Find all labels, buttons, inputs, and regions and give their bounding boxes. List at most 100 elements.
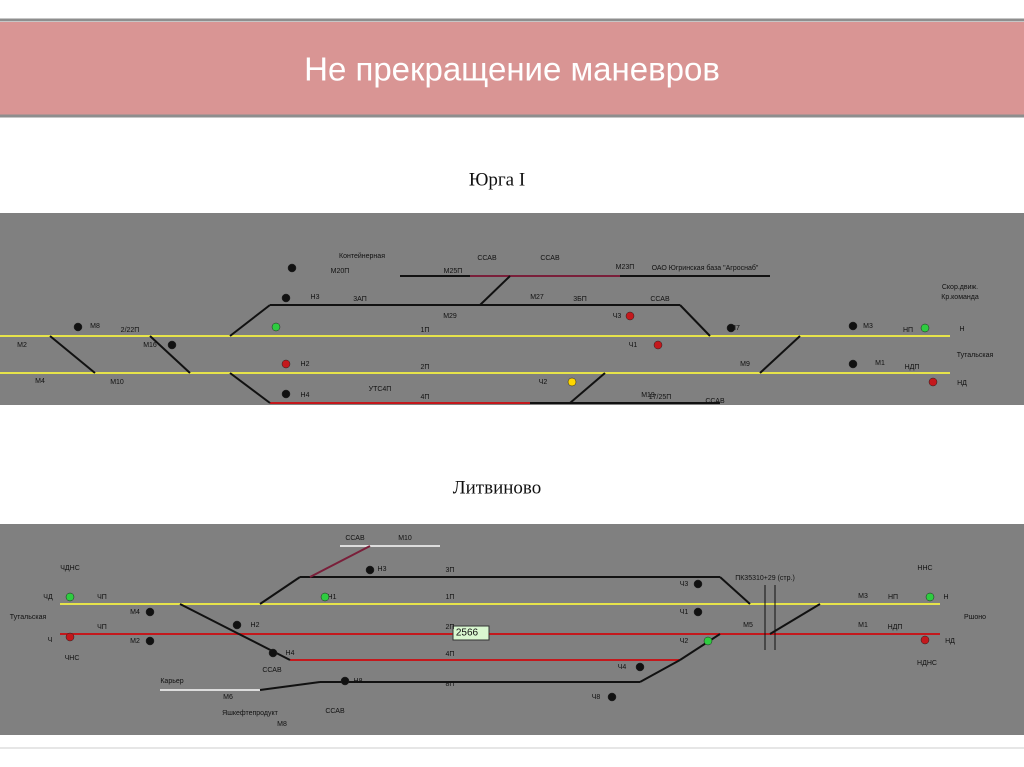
track-label: НДП [888, 624, 903, 631]
track-label: М2 [17, 342, 27, 349]
signal-lamp [320, 592, 330, 602]
train-number: 2566 [456, 628, 479, 639]
signal-lamp [167, 340, 177, 350]
track-label: 4П [446, 651, 455, 658]
track-label: М29 [443, 313, 457, 320]
track-label: М8 [90, 323, 100, 330]
track-label: Ч1 [629, 342, 638, 349]
signal-lamp [65, 592, 75, 602]
signal-lamp [848, 359, 858, 369]
track-label: ОАО Югринская база "Агроснаб" [652, 264, 759, 272]
signal-lamp [625, 311, 635, 321]
signal-lamp [635, 662, 645, 672]
track-label: ССАВ [345, 535, 365, 542]
track-label: Карьер [160, 678, 183, 685]
signal-lamp [281, 389, 291, 399]
track-label: 2П [446, 624, 455, 631]
track-label: М10 [398, 535, 412, 542]
track-label: ССАВ [325, 708, 345, 715]
track-label: Ч4 [618, 664, 627, 671]
track-label: Контейнерная [339, 252, 385, 260]
track-label: 3П [446, 567, 455, 574]
track-label: ННС [917, 565, 932, 572]
track-label: 3АП [353, 296, 367, 303]
track-label: 3БП [573, 296, 587, 303]
track-label: Кр.команда [941, 294, 979, 301]
track-label: 2/22П [121, 327, 140, 334]
signal-lamp [281, 359, 291, 369]
track-label: Тутальская [10, 614, 47, 621]
track-label: Н1 [328, 594, 337, 601]
track-label: М2 [130, 638, 140, 645]
track-label: Ч1 [680, 609, 689, 616]
signal-lamp [287, 263, 297, 273]
track-label: 1П [421, 327, 430, 334]
track-label: ПК35310+29 (стр.) [735, 575, 795, 582]
signal-lamp [567, 377, 577, 387]
track-label: М16 [143, 342, 157, 349]
track-label: 17/25П [649, 394, 672, 401]
signal-lamp [340, 676, 350, 686]
track-label: НДНС [917, 660, 937, 667]
station-name: Литвиново [453, 477, 542, 498]
track-label: Ч8 [592, 694, 601, 701]
track-label: НД [957, 380, 967, 387]
signal-lamp [920, 323, 930, 333]
train-box [452, 625, 490, 641]
track-label: М10 [110, 379, 124, 386]
track-label: М3 [858, 593, 868, 600]
track-label: 4П [421, 394, 430, 401]
track-diagram: 2566 [0, 524, 1024, 735]
track-label: М25П [444, 268, 463, 275]
track-label: Н8 [354, 678, 363, 685]
track-label: Н4 [301, 392, 310, 399]
track-label: ЧП [97, 594, 107, 601]
signal-lamp [848, 321, 858, 331]
signal-lamp [145, 607, 155, 617]
signal-lamp [73, 322, 83, 332]
signal-lamp [271, 322, 281, 332]
track-label: М4 [130, 609, 140, 616]
track-label: 2П [421, 364, 430, 371]
track-label: Н4 [286, 650, 295, 657]
track-label: Ршоно [964, 614, 986, 621]
track-label: Тутальская [957, 352, 994, 359]
track-label: НП [888, 594, 898, 601]
track-label: Н [959, 326, 964, 333]
signal-lamp [232, 620, 242, 630]
track-label: УТС4П [369, 386, 392, 393]
track-label: Н2 [301, 361, 310, 368]
track-label: ССАВ [650, 296, 670, 303]
track-label: Ч3 [680, 581, 689, 588]
track-label: М23П [616, 264, 635, 271]
track-label: НДП [905, 364, 920, 371]
station-name: Юрга I [469, 169, 525, 190]
track-label: Ч3 [613, 313, 622, 320]
track-label: Ч2 [680, 638, 689, 645]
signal-lamp [925, 592, 935, 602]
track-label: Ч [48, 637, 53, 644]
signal-lamp [653, 340, 663, 350]
signal-lamp [726, 323, 736, 333]
track-label: Яшкефтепродукт [222, 710, 278, 717]
track-label: ЧД [43, 594, 53, 601]
track-label: НД [945, 638, 955, 645]
track-label: М19 [641, 392, 655, 399]
track-label: ЧНС [65, 655, 80, 662]
slide-title: Не прекращение маневров [304, 51, 720, 88]
track-label: М1 [858, 622, 868, 629]
signal-lamp [693, 607, 703, 617]
track-label: Н3 [311, 294, 320, 301]
track-label: ЧДНС [60, 565, 80, 572]
signal-lamp [920, 635, 930, 645]
header-bar [0, 22, 1024, 115]
signal-lamp [607, 692, 617, 702]
track-label: М8 [277, 721, 287, 728]
track-label: М5 [743, 622, 753, 629]
track-label: ССАВ [477, 255, 497, 262]
track-label: 1П [446, 594, 455, 601]
signal-lamp [65, 632, 75, 642]
track-label: М3 [863, 323, 873, 330]
track-label: М6 [223, 694, 233, 701]
